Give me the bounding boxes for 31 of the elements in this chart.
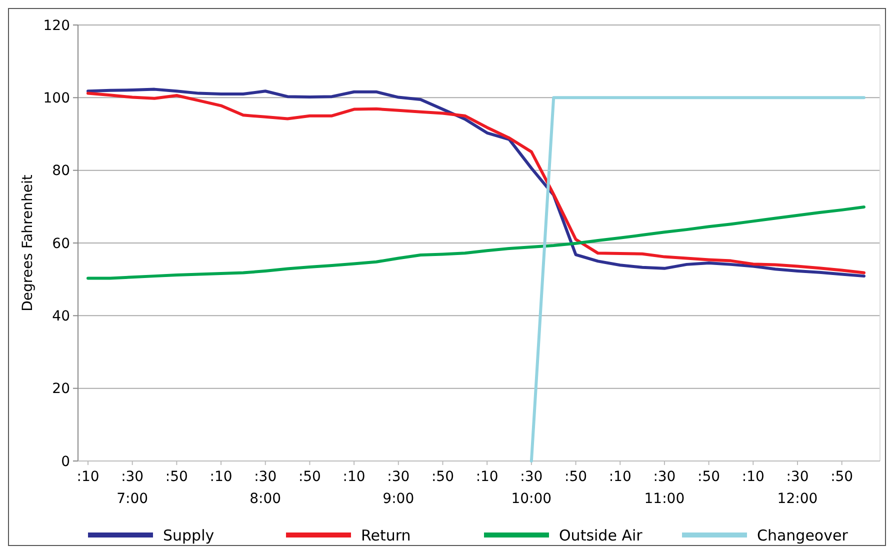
legend-label: Return (361, 526, 411, 544)
x-tick-label: :30 9:00 (382, 469, 414, 507)
y-tick-label: 0 (61, 454, 70, 470)
y-tick-label: 120 (43, 18, 70, 34)
line-series (86, 206, 866, 280)
legend-label: Outside Air (559, 526, 644, 544)
x-tick-label: :10 (210, 469, 232, 485)
y-tick-label: 100 (43, 90, 70, 107)
x-tick-label: :50 (165, 469, 188, 485)
x-tick-label: :30 8:00 (250, 469, 282, 507)
legend-label: Changeover (757, 526, 849, 544)
x-tick-label: :10 (76, 469, 100, 485)
x-tick-label: :30 10:00 (511, 469, 552, 507)
x-tick-label: :50 (298, 469, 321, 485)
y-axis-title: Degrees Fahrenheit (20, 174, 36, 312)
y-tick-label: 60 (52, 236, 70, 252)
x-tick-label: :50 (431, 469, 454, 485)
x-tick-label: :30 7:00 (116, 469, 148, 507)
x-tick-label: :10 (608, 469, 632, 485)
x-tick-label: :50 (830, 469, 854, 485)
y-tick-label: 40 (52, 308, 70, 325)
x-tick-label: :10 (476, 469, 498, 485)
y-tick-label: 80 (52, 163, 70, 180)
x-tick-label: :10 (742, 469, 764, 485)
y-tick-label: 20 (52, 381, 70, 398)
x-tick-label: :30 11:00 (644, 469, 685, 507)
x-tick-label: :50 (564, 469, 588, 485)
legend-label: Supply (163, 526, 214, 544)
x-tick-label: :30 12:00 (777, 469, 818, 507)
x-tick-label: :50 (698, 469, 720, 485)
x-tick-label: :10 (342, 469, 366, 485)
